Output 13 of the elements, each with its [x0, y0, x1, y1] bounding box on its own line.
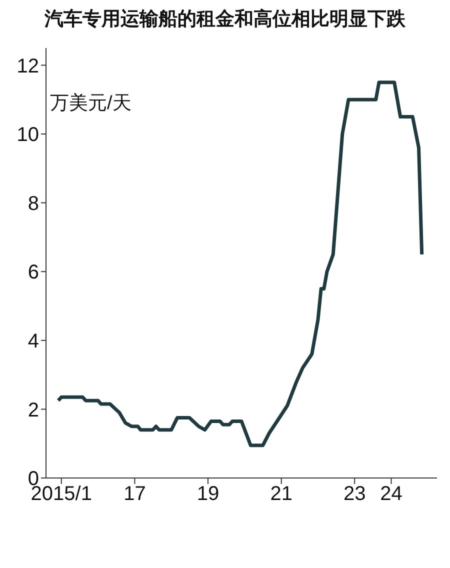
y-tick-label: 12 — [16, 55, 39, 78]
x-tick-label: 24 — [380, 483, 402, 506]
chart-title: 汽车专用运输船的租金和高位相比明显下跌 — [43, 8, 406, 32]
y-axis-title: 万美元/天 — [50, 92, 132, 116]
y-tick-label: 4 — [28, 330, 39, 352]
x-tick-label: 23 — [343, 483, 366, 506]
y-tick-label: 10 — [16, 124, 39, 146]
y-tick-label: 8 — [28, 192, 39, 215]
x-tick-label: 17 — [124, 483, 146, 506]
y-tick-label: 2 — [28, 399, 39, 422]
y-tick-label: 6 — [28, 262, 39, 284]
x-tick-label: 21 — [270, 483, 292, 506]
x-tick-label: 19 — [196, 483, 220, 506]
